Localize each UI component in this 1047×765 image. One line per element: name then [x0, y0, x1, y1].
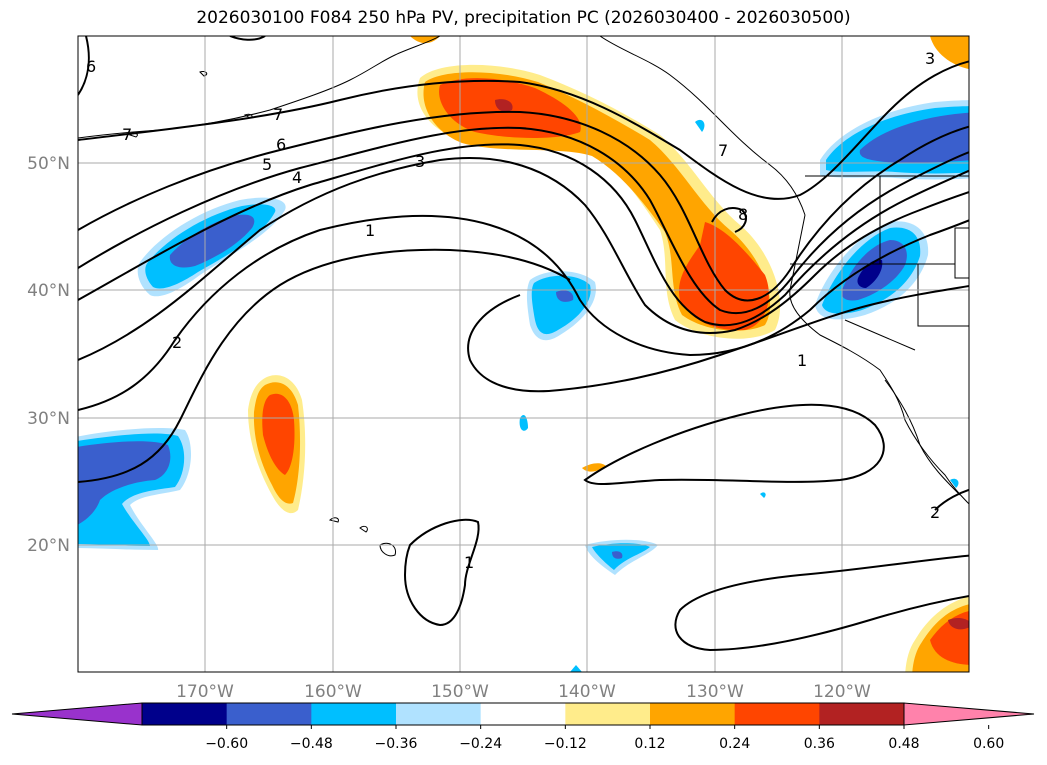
colorbar-label: 0.24	[719, 736, 750, 752]
lat-label: 30°N	[27, 409, 70, 429]
pv-contour-3	[78, 157, 969, 361]
baja-coast	[884, 379, 961, 496]
contour-label: 6	[276, 135, 286, 154]
lon-label: 160°W	[304, 682, 362, 702]
colorbar-bin	[819, 703, 905, 725]
precip-negative-tiny3	[950, 478, 959, 488]
precip-positive-tr	[930, 36, 969, 69]
precip-shading	[78, 36, 969, 672]
pv-contour-1-south	[78, 248, 571, 483]
colorbar-bin	[396, 703, 482, 725]
contour-label: 7	[718, 141, 728, 160]
hawaii-islands	[328, 517, 397, 557]
colorbar-outline	[141, 702, 905, 726]
precip-positive-core-top	[495, 99, 513, 112]
coastlines	[78, 36, 969, 557]
lon-label: 140°W	[558, 682, 616, 702]
colorbar-bin	[650, 703, 736, 725]
pv-contour-1-sub	[583, 403, 885, 485]
precip-negative-nw-core	[169, 214, 255, 268]
pv-contour-top-left	[78, 36, 90, 96]
colorbar-bin	[734, 703, 820, 725]
precip-negative-ca-darkest	[857, 259, 883, 288]
colorbar-bin	[565, 703, 651, 725]
lat-label: 50°N	[27, 154, 70, 174]
contour-label: 6	[86, 57, 96, 76]
precip-negative-tiny4	[695, 119, 705, 132]
contour-label: 5	[262, 155, 272, 174]
colorbar-label: −0.48	[290, 736, 333, 752]
pv-contour-4	[78, 143, 969, 327]
latitude-labels: 50°N 40°N 30°N 20°N	[27, 154, 70, 556]
precip-negative-center-core	[556, 290, 574, 302]
state-box	[954, 227, 969, 279]
contour-label: 3	[415, 152, 425, 171]
precip-positive-tr2	[410, 36, 440, 44]
colorbar-bin	[480, 703, 566, 725]
contour-label: 2	[172, 333, 182, 352]
pv-contour-right-edge	[934, 488, 969, 511]
lat-label: 40°N	[27, 281, 70, 301]
precip-negative-sw-core	[78, 441, 171, 525]
lat-label: 20°N	[27, 536, 70, 556]
colorbar-extend-low	[11, 702, 143, 726]
state-line-4	[844, 319, 916, 351]
pv-contour-1-small	[403, 518, 480, 627]
lon-label: 120°W	[813, 682, 871, 702]
pv-contour-1-loop	[467, 284, 969, 393]
precip-negative-s-core	[612, 551, 623, 559]
alaska-panhandle-coast	[599, 36, 806, 216]
contour-label: 4	[292, 168, 302, 187]
pv-contour-8-top	[229, 36, 266, 41]
graticule	[78, 36, 969, 672]
longitude-labels: 170°W 160°W 150°W 140°W 130°W 120°W	[176, 682, 871, 702]
contour-label: 8	[738, 205, 748, 224]
contour-labels: 7 6 5 4 3 1 2 7 8 1 1 3 6 7 2	[86, 49, 940, 572]
pv-contour-5	[78, 126, 969, 315]
precip-positive-blob-core	[262, 393, 295, 475]
colorbar-label: 0.48	[888, 736, 919, 752]
colorbar-label: 0.12	[634, 736, 665, 752]
contour-label: 2	[930, 503, 940, 522]
colorbar-label: −0.12	[544, 736, 587, 752]
colorbar-label: −0.60	[205, 736, 248, 752]
precip-negative-ne-core	[859, 112, 969, 163]
pv-contour-8	[711, 207, 747, 233]
pv-contour-6	[78, 110, 969, 302]
pv-contour-7	[78, 60, 969, 200]
colorbar-extend-high	[903, 702, 1035, 726]
colorbar: −0.60 −0.48 −0.36 −0.24 −0.12 0.12 0.24 0.36 0.4…	[11, 702, 1035, 752]
lon-label: 150°W	[431, 682, 489, 702]
colorbar-label: −0.24	[459, 736, 502, 752]
colorbar-label: 0.36	[804, 736, 835, 752]
pv-contours	[78, 36, 969, 652]
lon-label: 130°W	[686, 682, 744, 702]
contour-label: 1	[797, 351, 807, 370]
lon-label: 170°W	[176, 682, 234, 702]
contour-label: 7	[122, 125, 132, 144]
contour-label: 1	[464, 553, 474, 572]
colorbar-bin	[226, 703, 312, 725]
map-frame	[77, 35, 970, 673]
precip-positive-br-top	[948, 618, 969, 630]
colorbar-label: −0.36	[375, 736, 418, 752]
colorbar-bin	[311, 703, 397, 725]
state-line-3	[917, 264, 969, 327]
colorbar-bin	[142, 703, 228, 725]
precip-negative-tiny	[519, 415, 528, 431]
contour-label: 7	[273, 105, 283, 124]
precip-negative-tiny2	[760, 492, 766, 498]
colorbar-label: 0.60	[973, 736, 1004, 752]
contour-label: 1	[365, 221, 375, 240]
pv-contour-lower	[674, 554, 969, 652]
contour-label: 3	[925, 49, 935, 68]
map-title: 2026030100 F084 250 hPa PV, precipitatio…	[196, 8, 851, 28]
precip-negative-bottom	[570, 665, 582, 672]
